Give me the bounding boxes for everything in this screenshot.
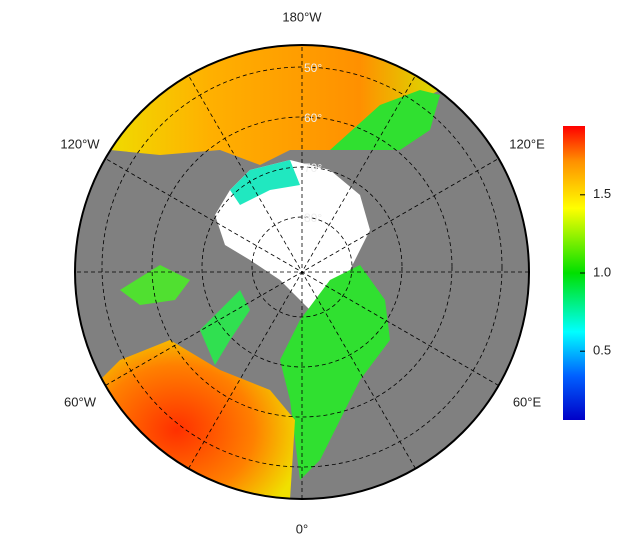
parallel-label: 80° bbox=[304, 211, 322, 225]
colorbar-tick-label: 1.5 bbox=[593, 186, 611, 201]
meridian-label: 120°E bbox=[509, 136, 545, 151]
meridian bbox=[105, 158, 499, 386]
meridian-label: 0° bbox=[296, 521, 308, 536]
meridian-label: 60°E bbox=[513, 394, 542, 409]
parallel bbox=[101, 66, 503, 468]
ice-edge bbox=[230, 160, 300, 205]
parallel bbox=[251, 216, 353, 318]
nordic-sea bbox=[280, 265, 390, 480]
colorbar bbox=[563, 126, 585, 420]
baffin-bay bbox=[200, 290, 250, 365]
parallel-label: 70° bbox=[304, 161, 322, 175]
graticule bbox=[75, 45, 529, 499]
colorbar-tick-label: 0.5 bbox=[593, 343, 611, 358]
parallel bbox=[151, 116, 453, 418]
parallel bbox=[201, 166, 403, 368]
meridian-label: 60°W bbox=[64, 394, 97, 409]
meridian-label: 120°W bbox=[60, 136, 100, 151]
meridian-label: 180°W bbox=[282, 9, 322, 24]
map-frame bbox=[74, 44, 530, 500]
hudson-bay bbox=[120, 265, 190, 305]
parallel-label: 60° bbox=[304, 111, 322, 125]
bering-sea bbox=[330, 90, 440, 150]
colorbar-tick-label: 1.0 bbox=[593, 264, 611, 279]
parallel-label: 50° bbox=[304, 61, 322, 75]
